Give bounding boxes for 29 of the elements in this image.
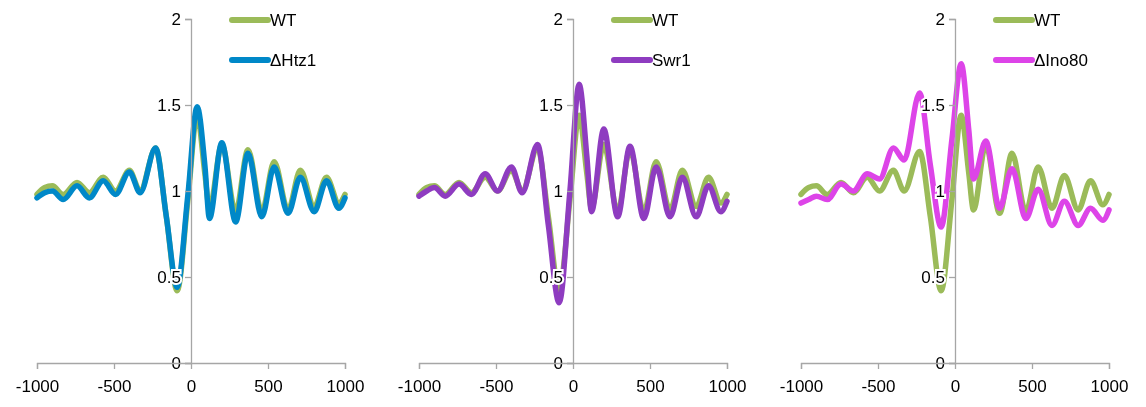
y-tick-label: 2 <box>553 9 563 29</box>
x-tick-label: 0 <box>568 377 579 397</box>
x-tick-label: 500 <box>1018 377 1047 397</box>
legend-label: WT <box>652 10 679 30</box>
legend-label: ΔIno80 <box>1034 50 1088 70</box>
y-tick-label: 1.5 <box>539 95 563 115</box>
x-tick-label: -1000 <box>15 377 60 397</box>
y-tick-label: 1 <box>171 181 181 201</box>
x-tick-label: 1000 <box>1090 377 1129 397</box>
x-tick-label: 500 <box>636 377 665 397</box>
x-tick-label: 0 <box>950 377 961 397</box>
x-tick-label: 1000 <box>326 377 365 397</box>
y-tick-label: 2 <box>171 9 181 29</box>
y-tick-label: 2 <box>935 9 945 29</box>
x-tick-label: 0 <box>186 377 197 397</box>
x-tick-label: -500 <box>479 377 514 397</box>
legend-label: Swr1 <box>652 50 691 70</box>
y-tick-label: 1 <box>935 181 945 201</box>
x-tick-label: -500 <box>97 377 132 397</box>
y-tick-label: 1.5 <box>157 95 181 115</box>
legend-label: WT <box>1034 10 1061 30</box>
legend-label: ΔHtz1 <box>270 50 317 70</box>
legend-label: WT <box>270 10 297 30</box>
x-tick-label: -1000 <box>397 377 442 397</box>
x-tick-label: 500 <box>254 377 283 397</box>
x-tick-label: 1000 <box>708 377 747 397</box>
x-tick-label: -1000 <box>779 377 824 397</box>
y-tick-label: 1 <box>553 181 563 201</box>
x-tick-label: -500 <box>861 377 896 397</box>
